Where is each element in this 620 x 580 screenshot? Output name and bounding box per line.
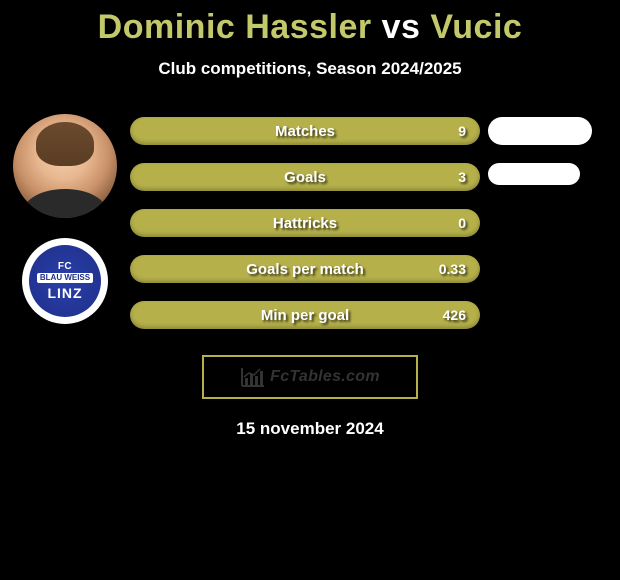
- player-avatar: [13, 114, 117, 218]
- stat-bar-matches: Matches 9: [130, 117, 480, 145]
- stat-label: Matches: [275, 123, 335, 140]
- stat-value: 0: [458, 215, 466, 231]
- stat-value: 426: [443, 307, 466, 323]
- comparison-pill: [488, 163, 580, 185]
- stat-bar-gpm: Goals per match 0.33: [130, 255, 480, 283]
- subtitle: Club competitions, Season 2024/2025: [0, 59, 620, 79]
- stat-bar-mpg: Min per goal 426: [130, 301, 480, 329]
- club-badge-inner: FC BLAU WEISS LINZ: [29, 245, 101, 317]
- right-column: [480, 107, 620, 206]
- stat-value: 9: [458, 123, 466, 139]
- club-line2: BLAU WEISS: [37, 273, 93, 283]
- stat-label: Goals per match: [246, 261, 364, 278]
- stat-label: Hattricks: [273, 215, 337, 232]
- left-column: FC BLAU WEISS LINZ: [0, 107, 130, 324]
- club-line3: LINZ: [47, 286, 82, 300]
- stats-column: Matches 9 Goals 3 Hattricks 0 Goals per …: [130, 107, 480, 347]
- player1-name: Dominic Hassler: [98, 8, 372, 46]
- player2-name: Vucic: [430, 8, 522, 46]
- brand-text: FcTables.com: [270, 368, 380, 386]
- stat-label: Min per goal: [261, 307, 349, 324]
- stat-bar-hattricks: Hattricks 0: [130, 209, 480, 237]
- page-title: Dominic Hassler vs Vucic: [0, 0, 620, 47]
- stat-value: 3: [458, 169, 466, 185]
- stat-value: 0.33: [439, 261, 466, 277]
- vs-label: vs: [382, 8, 421, 46]
- date-line: 15 november 2024: [0, 419, 620, 439]
- stat-label: Goals: [284, 169, 326, 186]
- club-badge: FC BLAU WEISS LINZ: [22, 238, 108, 324]
- club-line1: FC: [58, 262, 72, 272]
- brand-box: FcTables.com: [202, 355, 418, 399]
- stat-bar-goals: Goals 3: [130, 163, 480, 191]
- content-row: FC BLAU WEISS LINZ Matches 9 Goals 3 Hat…: [0, 107, 620, 347]
- bar-chart-icon: [240, 366, 266, 388]
- comparison-pill: [488, 117, 592, 145]
